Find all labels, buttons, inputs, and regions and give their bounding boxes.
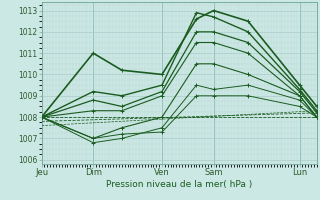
X-axis label: Pression niveau de la mer( hPa ): Pression niveau de la mer( hPa ) — [106, 180, 252, 189]
